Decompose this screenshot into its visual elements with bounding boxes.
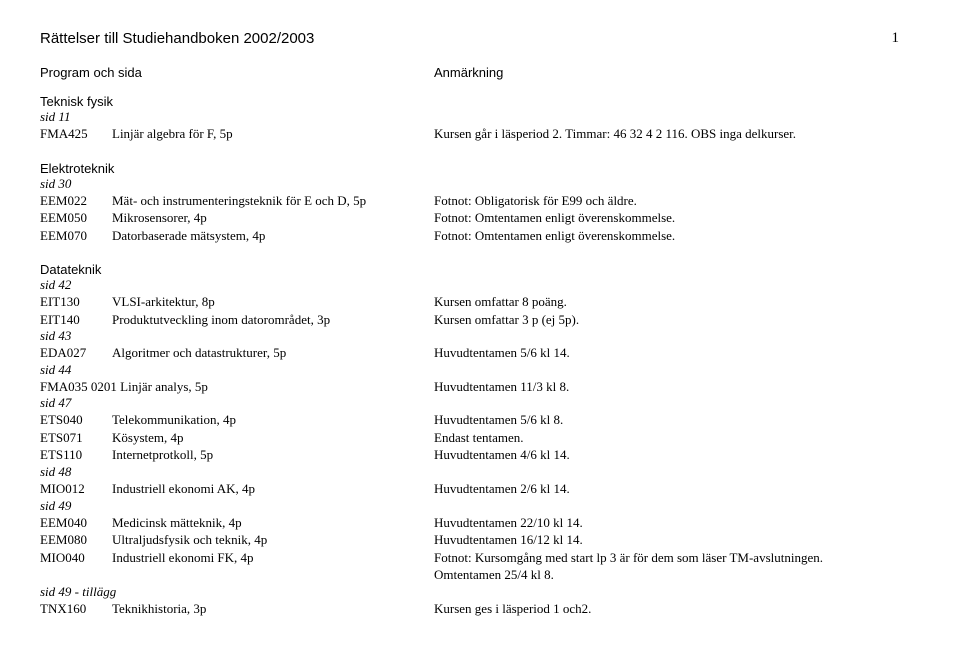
course-row: TNX160Teknikhistoria, 3pKursen ges i läs… — [40, 600, 919, 618]
content-area: Teknisk fysiksid 11FMA425Linjär algebra … — [40, 94, 919, 617]
course-note: Omtentamen 25/4 kl 8. — [434, 566, 919, 584]
course-row: EEM022Mät- och instrumenteringsteknik fö… — [40, 192, 919, 210]
course-code: TNX160 — [40, 600, 112, 618]
course-name: Ultraljudsfysik och teknik, 4p — [112, 531, 434, 549]
course-code: MIO040 — [40, 549, 112, 567]
course-name: Industriell ekonomi AK, 4p — [112, 480, 434, 498]
course-name: Kösystem, 4p — [112, 429, 434, 447]
course-row: Omtentamen 25/4 kl 8. — [40, 566, 919, 584]
course-note: Fotnot: Omtentamen enligt överenskommels… — [434, 227, 919, 245]
course-code: EDA027 — [40, 344, 112, 362]
course-row: MIO040Industriell ekonomi FK, 4pFotnot: … — [40, 549, 919, 567]
course-name: VLSI-arkitektur, 8p — [112, 293, 434, 311]
course-note: Kursen omfattar 3 p (ej 5p). — [434, 311, 919, 329]
column-headers: Program och sida Anmärkning — [40, 65, 919, 80]
main-title: Rättelser till Studiehandboken 2002/2003 — [40, 30, 314, 47]
course-name: Produktutveckling inom datorområdet, 3p — [112, 311, 434, 329]
sid-label: sid 42 — [40, 277, 919, 293]
course-code: ETS071 — [40, 429, 112, 447]
course-code: EIT130 — [40, 293, 112, 311]
course-name: Mikrosensorer, 4p — [112, 209, 434, 227]
course-note: Fotnot: Omtentamen enligt överenskommels… — [434, 209, 919, 227]
course-row: EIT130VLSI-arkitektur, 8pKursen omfattar… — [40, 293, 919, 311]
course-row: FMA035 0201 Linjär analys, 5pHuvudtentam… — [40, 378, 919, 396]
course-name: Teknikhistoria, 3p — [112, 600, 434, 618]
course-row: FMA425Linjär algebra för F, 5pKursen går… — [40, 125, 919, 143]
course-row: EDA027Algoritmer och datastrukturer, 5pH… — [40, 344, 919, 362]
course-name: Industriell ekonomi FK, 4p — [112, 549, 434, 567]
sid-label: sid 44 — [40, 362, 919, 378]
course-code: MIO012 — [40, 480, 112, 498]
course-row: MIO012Industriell ekonomi AK, 4pHuvudten… — [40, 480, 919, 498]
course-note: Huvudtentamen 11/3 kl 8. — [434, 378, 919, 396]
course-note: Huvudtentamen 2/6 kl 14. — [434, 480, 919, 498]
course-row: ETS040Telekommunikation, 4pHuvudtentamen… — [40, 411, 919, 429]
course-name: Internetprotkoll, 5p — [112, 446, 434, 464]
course-row: EEM050Mikrosensorer, 4pFotnot: Omtentame… — [40, 209, 919, 227]
right-column-header: Anmärkning — [434, 65, 919, 80]
course-note: Endast tentamen. — [434, 429, 919, 447]
course-code: EEM040 — [40, 514, 112, 532]
course-name: Datorbaserade mätsystem, 4p — [112, 227, 434, 245]
course-name: Linjär algebra för F, 5p — [112, 125, 434, 143]
course-wide-name: FMA035 0201 Linjär analys, 5p — [40, 378, 434, 396]
course-code: EEM050 — [40, 209, 112, 227]
course-note: Huvudtentamen 4/6 kl 14. — [434, 446, 919, 464]
course-row: EEM070Datorbaserade mätsystem, 4pFotnot:… — [40, 227, 919, 245]
course-note: Kursen går i läsperiod 2. Timmar: 46 32 … — [434, 125, 919, 143]
sid-label: sid 49 — [40, 498, 919, 514]
course-note: Kursen omfattar 8 poäng. — [434, 293, 919, 311]
course-code: FMA425 — [40, 125, 112, 143]
left-column-header: Program och sida — [40, 65, 434, 80]
sid-label: sid 11 — [40, 109, 919, 125]
section-title: Datateknik — [40, 262, 919, 277]
course-name: Telekommunikation, 4p — [112, 411, 434, 429]
course-name — [112, 566, 434, 584]
sid-label: sid 43 — [40, 328, 919, 344]
course-row: EEM040Medicinsk mätteknik, 4pHuvudtentam… — [40, 514, 919, 532]
sid-label: sid 48 — [40, 464, 919, 480]
course-code: EEM022 — [40, 192, 112, 210]
course-note: Huvudtentamen 22/10 kl 14. — [434, 514, 919, 532]
course-name: Algoritmer och datastrukturer, 5p — [112, 344, 434, 362]
page-number: 1 — [892, 30, 920, 47]
course-code: ETS110 — [40, 446, 112, 464]
course-code: EEM070 — [40, 227, 112, 245]
course-name: Medicinsk mätteknik, 4p — [112, 514, 434, 532]
course-note: Huvudtentamen 5/6 kl 8. — [434, 411, 919, 429]
course-row: EIT140Produktutveckling inom datorområde… — [40, 311, 919, 329]
course-code: EEM080 — [40, 531, 112, 549]
course-code: EIT140 — [40, 311, 112, 329]
section-title: Teknisk fysik — [40, 94, 919, 109]
sid-label: sid 30 — [40, 176, 919, 192]
course-note: Kursen ges i läsperiod 1 och2. — [434, 600, 919, 618]
sid-label: sid 49 - tillägg — [40, 584, 919, 600]
course-note: Fotnot: Kursomgång med start lp 3 är för… — [434, 549, 919, 567]
course-note: Fotnot: Obligatorisk för E99 och äldre. — [434, 192, 919, 210]
header-row: Rättelser till Studiehandboken 2002/2003… — [40, 30, 919, 47]
course-note: Huvudtentamen 16/12 kl 14. — [434, 531, 919, 549]
section-title: Elektroteknik — [40, 161, 919, 176]
course-note: Huvudtentamen 5/6 kl 14. — [434, 344, 919, 362]
course-code: ETS040 — [40, 411, 112, 429]
course-name: Mät- och instrumenteringsteknik för E oc… — [112, 192, 434, 210]
course-row: ETS110Internetprotkoll, 5pHuvudtentamen … — [40, 446, 919, 464]
course-row: ETS071Kösystem, 4pEndast tentamen. — [40, 429, 919, 447]
course-code — [40, 566, 112, 584]
course-row: EEM080Ultraljudsfysik och teknik, 4pHuvu… — [40, 531, 919, 549]
sid-label: sid 47 — [40, 395, 919, 411]
